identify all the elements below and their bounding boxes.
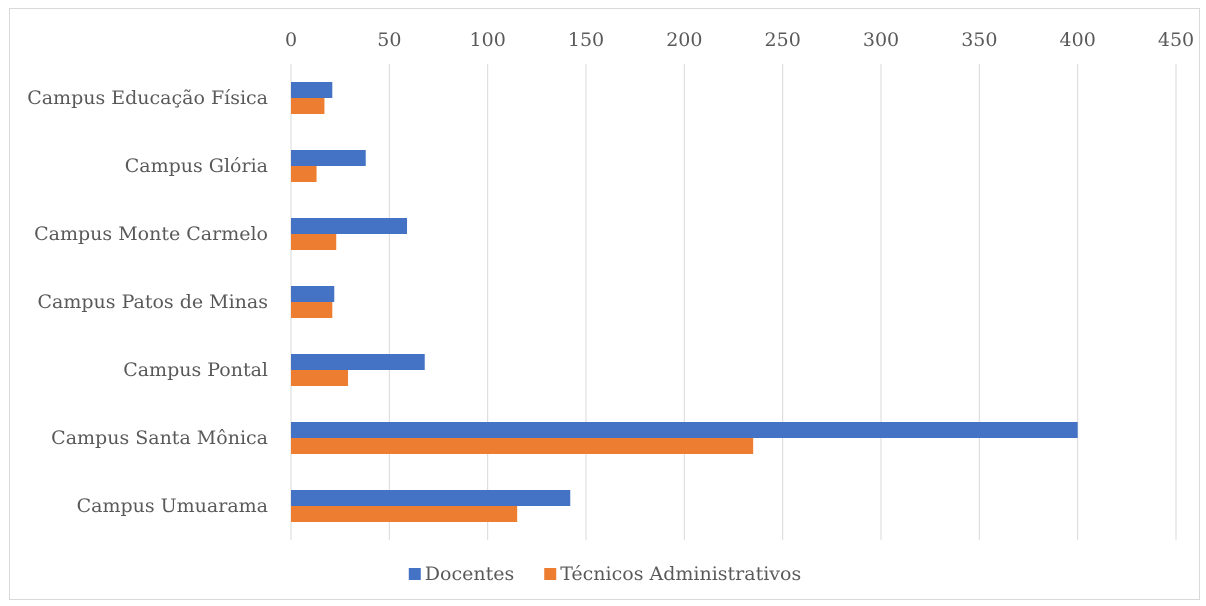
legend-item: Técnicos Administrativos: [544, 563, 801, 585]
category-label: Campus Umuarama: [77, 495, 268, 517]
chart-frame: [9, 8, 1200, 600]
x-tick-label: 200: [666, 29, 702, 51]
bar-tecnicos: [291, 506, 518, 522]
category-label: Campus Patos de Minas: [38, 291, 269, 313]
legend-item: Docentes: [408, 563, 514, 585]
bars: [291, 82, 1078, 522]
legend-swatch: [408, 568, 421, 580]
category-label: Campus Glória: [125, 155, 268, 177]
category-label: Campus Educação Física: [27, 87, 268, 109]
x-tick-label: 100: [470, 29, 506, 51]
x-tick-label: 50: [377, 29, 401, 51]
bar-tecnicos: [291, 166, 317, 182]
bar-docentes: [291, 218, 408, 234]
legend-label: Técnicos Administrativos: [560, 563, 801, 585]
category-label: Campus Monte Carmelo: [34, 223, 268, 245]
bar-tecnicos: [291, 438, 754, 454]
x-tick-label: 300: [863, 29, 899, 51]
category-label: Campus Santa Mônica: [51, 427, 268, 449]
bar-docentes: [291, 422, 1078, 438]
x-tick-label: 450: [1158, 29, 1194, 51]
bar-docentes: [291, 82, 333, 98]
x-tick-label: 150: [568, 29, 604, 51]
category-labels: Campus Educação Física Campus Glória Campu…: [27, 87, 268, 517]
bar-docentes: [291, 490, 571, 506]
bar-docentes: [291, 354, 425, 370]
legend: Docentes Técnicos Administrativos: [408, 563, 801, 585]
gridlines: [290, 64, 1177, 540]
bar-tecnicos: [291, 98, 325, 114]
x-tick-label: 400: [1060, 29, 1096, 51]
bar-docentes: [291, 150, 366, 166]
x-tick-label: 350: [961, 29, 997, 51]
bar-tecnicos: [291, 370, 349, 386]
x-axis-ticks: 0 50 100 150 200 250 300 350 400 450: [285, 29, 1194, 51]
legend-swatch: [544, 568, 557, 580]
bar-tecnicos: [291, 234, 337, 250]
x-tick-label: 250: [765, 29, 801, 51]
x-tick-label: 0: [285, 29, 297, 51]
category-label: Campus Pontal: [123, 359, 268, 381]
legend-label: Docentes: [425, 563, 514, 585]
bar-docentes: [291, 286, 335, 302]
bar-tecnicos: [291, 302, 333, 318]
